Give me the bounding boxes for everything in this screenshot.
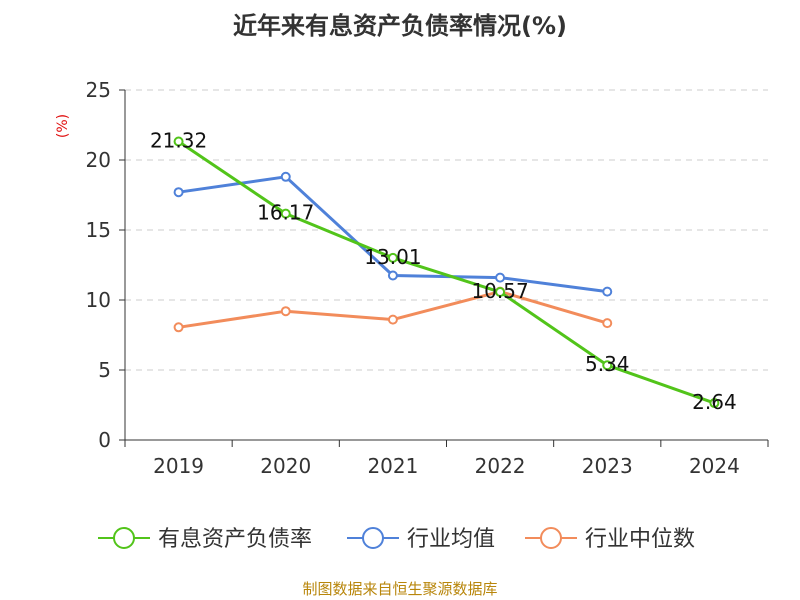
data-point [280, 306, 291, 317]
data-label: 5.34 [585, 352, 630, 376]
data-point [495, 287, 506, 298]
data-point [387, 314, 398, 325]
x-tick-label: 2020 [260, 454, 311, 478]
y-tick-label: 5 [98, 358, 111, 382]
series-line [177, 140, 715, 405]
legend-marker [540, 527, 562, 549]
legend: 有息资产负债率 行业均值 行业中位数 [98, 527, 695, 552]
data-label: 10.57 [471, 279, 528, 303]
data-point [173, 136, 184, 147]
data-label: 2.64 [692, 390, 737, 414]
x-tick-label: 2021 [367, 454, 418, 478]
legend-marker [362, 527, 384, 549]
data-label: 21.32 [150, 129, 207, 153]
y-tick-label: 10 [86, 288, 111, 312]
legend-label: 有息资产负债率 [158, 527, 312, 552]
x-tick-label: 2019 [153, 454, 204, 478]
data-point [602, 360, 613, 371]
y-tick-label: 25 [86, 78, 111, 102]
y-tick-label: 15 [86, 218, 111, 242]
legend-label: 行业中位数 [585, 527, 695, 552]
data-point [387, 270, 398, 281]
data-label: 16.17 [257, 201, 314, 225]
data-point [173, 187, 184, 198]
data-point [280, 208, 291, 219]
data-point [280, 171, 291, 182]
data-point [602, 318, 613, 329]
data-point [602, 286, 613, 297]
data-point [709, 398, 720, 409]
data-point [387, 252, 398, 263]
y-tick-label: 20 [86, 148, 111, 172]
legend-label: 行业均值 [407, 527, 495, 552]
data-point [173, 322, 184, 333]
series-lines [173, 136, 720, 409]
data-point [495, 272, 506, 283]
axes: 0 5 10 15 20 25 2019 2020 2021 2022 2023 2024 [86, 78, 769, 478]
data-labels: 21.32 16.17 13.01 10.57 5.34 2.64 [150, 129, 737, 415]
y-axis-label: (%) [55, 114, 71, 138]
x-tick-label: 2022 [475, 454, 526, 478]
data-label: 13.01 [364, 245, 421, 269]
x-tick-label: 2023 [582, 454, 633, 478]
x-tick-label: 2024 [689, 454, 740, 478]
source-note: 制图数据来自恒生聚源数据库 [302, 580, 497, 598]
y-tick-label: 0 [98, 428, 111, 452]
chart-title: 近年来有息资产负债率情况(%) [233, 12, 567, 40]
grid-lines [125, 89, 768, 371]
legend-marker [113, 527, 135, 549]
